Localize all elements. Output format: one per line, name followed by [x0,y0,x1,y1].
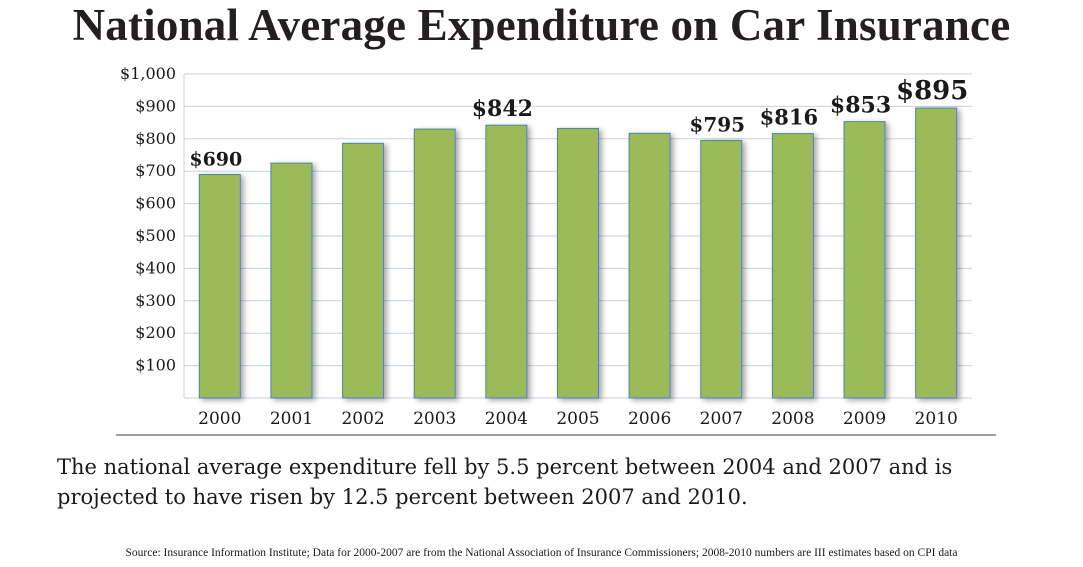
y-tick-label: $100 [135,356,176,375]
data-label: $816 [760,105,818,130]
bar-2004 [485,124,528,399]
x-tick-label: 2009 [843,409,886,429]
chart-caption: The national average expenditure fell by… [57,455,953,509]
bar-2005 [557,127,599,399]
data-label: $842 [472,96,533,122]
bar-2008 [771,133,814,399]
bar-2001 [270,162,313,399]
bar-2010 [915,107,958,399]
x-tick-label: 2002 [341,409,384,429]
y-tick-label: $300 [135,291,176,310]
y-tick-label: $800 [135,129,176,148]
x-tick-label: 2004 [485,409,528,429]
data-label: $853 [830,93,891,119]
chart-title: National Average Expenditure on Car Insu… [72,0,1011,50]
source-note: Source: Insurance Information Institute;… [125,547,958,559]
bar-2000 [198,173,241,399]
bar-2006 [628,132,671,399]
bar-2009 [843,121,886,399]
y-tick-label: $900 [135,96,176,115]
data-label: $690 [189,148,242,170]
bar-2002 [342,142,385,399]
x-tick-label: 2001 [270,409,313,429]
y-tick-label: $1,000 [120,64,176,83]
bar-2003 [413,128,456,399]
chart-area: $100 $200 $300 $400 $500 $600 $700 $800 $900 $1,0… [116,64,996,436]
x-tick-label: 2003 [413,409,456,429]
x-tick-label: 2006 [628,409,671,429]
data-label: $795 [689,112,745,136]
x-tick-label: 2005 [556,409,599,429]
y-tick-label: $400 [135,258,176,277]
data-label: $895 [896,76,968,106]
x-tick-label: 2000 [198,409,241,429]
bar-chart: $100 $200 $300 $400 $500 $600 $700 $800 $900 $1,0… [116,64,996,436]
bar-2007 [700,139,743,399]
x-tick-label: 2010 [915,409,958,429]
x-tick-label: 2008 [771,409,814,429]
y-tick-label: $600 [135,194,176,213]
y-tick-label: $200 [135,323,176,342]
y-tick-label: $500 [135,226,176,245]
x-tick-label: 2007 [700,409,743,429]
y-tick-label: $700 [135,161,176,180]
